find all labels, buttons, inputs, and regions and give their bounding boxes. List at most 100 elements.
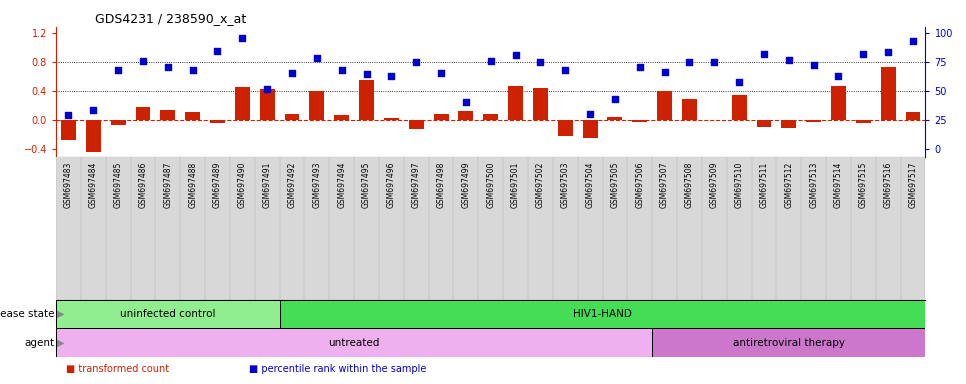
Bar [434,114,448,120]
Point [235,35,250,41]
Point [781,57,797,63]
Bar [384,118,399,120]
Bar [652,328,925,357]
Bar [409,120,424,129]
Point [409,60,424,66]
Bar [334,115,349,120]
Bar [483,114,498,120]
Point [284,70,299,76]
Bar [279,300,925,328]
Point [334,67,350,73]
Bar [309,91,325,120]
Text: uninfected control: uninfected control [120,309,215,319]
Point [532,60,548,66]
Point [608,96,623,103]
Bar [633,120,647,122]
Point [86,106,101,113]
Text: ■ percentile rank within the sample: ■ percentile rank within the sample [249,364,427,374]
Bar [856,120,870,123]
Text: GSM697502: GSM697502 [536,162,545,208]
Bar [210,120,225,122]
Text: GSM697486: GSM697486 [138,162,148,208]
Text: GSM697493: GSM697493 [312,162,322,208]
Text: GSM697505: GSM697505 [611,162,619,208]
Text: GSM697510: GSM697510 [734,162,744,208]
Point [434,70,449,76]
Point [880,49,895,55]
Text: GSM697504: GSM697504 [585,162,595,208]
Text: GSM697497: GSM697497 [412,162,421,208]
Bar [235,87,250,120]
Bar [508,86,523,120]
Bar [359,80,374,120]
Point [831,73,846,79]
Text: GSM697485: GSM697485 [114,162,123,208]
Text: GSM697517: GSM697517 [908,162,918,208]
Bar [56,300,279,328]
Bar [260,89,274,120]
Bar [807,120,821,122]
Bar [185,112,200,120]
Point [508,52,524,58]
Point [731,79,747,85]
Bar [285,114,299,120]
Bar [682,99,696,120]
Point [210,48,225,54]
Bar [56,328,652,357]
Text: GSM697490: GSM697490 [238,162,247,208]
Text: GSM697507: GSM697507 [660,162,669,208]
Text: GSM697506: GSM697506 [636,162,644,208]
Text: ▶: ▶ [57,338,65,348]
Bar [111,120,126,125]
Text: ▶: ▶ [57,309,65,319]
Text: GSM697489: GSM697489 [213,162,222,208]
Point [185,67,200,73]
Bar [781,120,796,128]
Text: GSM697498: GSM697498 [437,162,445,208]
Point [110,66,126,73]
Text: GSM697487: GSM697487 [163,162,172,208]
Point [358,71,374,77]
Text: GSM697508: GSM697508 [685,162,694,208]
Point [706,59,722,65]
Point [458,99,473,105]
Point [632,64,647,70]
Text: GSM697515: GSM697515 [859,162,867,208]
Bar [731,95,747,120]
Point [905,38,921,45]
Point [657,69,672,75]
Point [260,86,275,92]
Point [756,51,772,57]
Text: GSM697484: GSM697484 [89,162,98,208]
Text: untreated: untreated [328,338,380,348]
Text: HIV1-HAND: HIV1-HAND [573,309,632,319]
Text: ■ transformed count: ■ transformed count [66,364,169,374]
Bar [533,88,548,120]
Text: GSM697514: GSM697514 [834,162,843,208]
Point [856,51,871,57]
Bar [657,91,672,120]
Text: disease state: disease state [0,309,54,319]
Bar [905,113,921,120]
Text: GSM697501: GSM697501 [511,162,520,208]
Point [582,111,598,117]
Text: GSM697509: GSM697509 [710,162,719,208]
Bar [160,109,175,120]
Bar [582,120,598,138]
Point [309,55,325,61]
Point [160,64,176,70]
Text: GSM697512: GSM697512 [784,162,793,208]
Bar [831,86,846,120]
Point [61,112,76,118]
Point [806,62,821,68]
Point [682,60,697,66]
Point [384,73,399,79]
Text: GSM697503: GSM697503 [560,162,570,208]
Text: GSM697496: GSM697496 [386,162,396,208]
Text: GSM697511: GSM697511 [759,162,769,208]
Text: antiretroviral therapy: antiretroviral therapy [733,338,845,348]
Bar [881,67,895,120]
Text: GSM697499: GSM697499 [462,162,470,208]
Text: GSM697491: GSM697491 [263,162,271,208]
Point [557,67,573,73]
